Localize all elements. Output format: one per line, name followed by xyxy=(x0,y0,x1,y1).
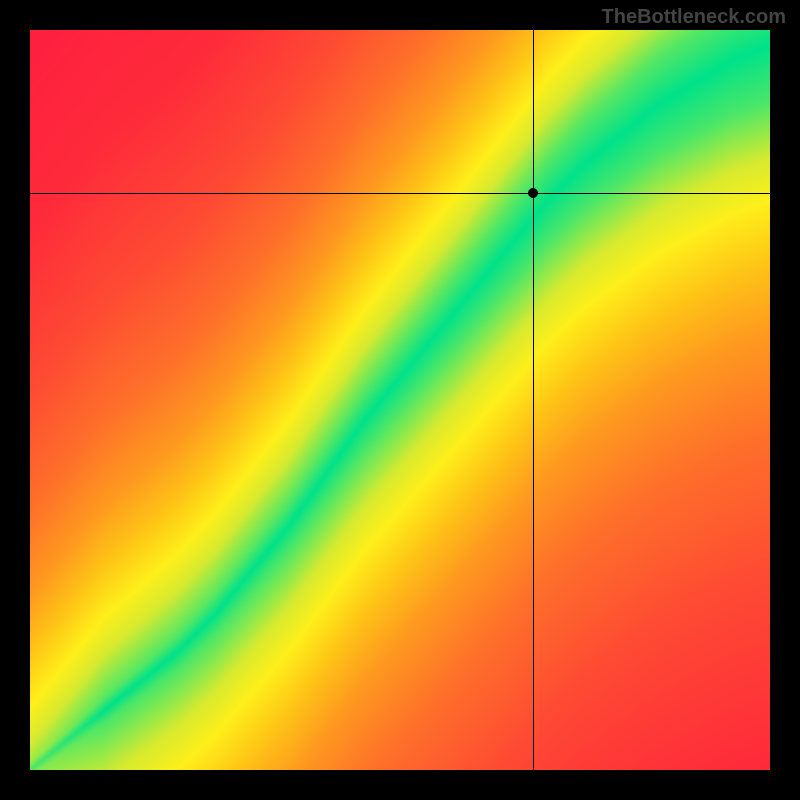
crosshair-vertical xyxy=(533,30,534,770)
heatmap-canvas xyxy=(30,30,770,770)
heatmap-plot xyxy=(30,30,770,770)
crosshair-horizontal xyxy=(30,193,770,194)
marker-dot xyxy=(528,188,538,198)
watermark-text: TheBottleneck.com xyxy=(602,6,786,29)
